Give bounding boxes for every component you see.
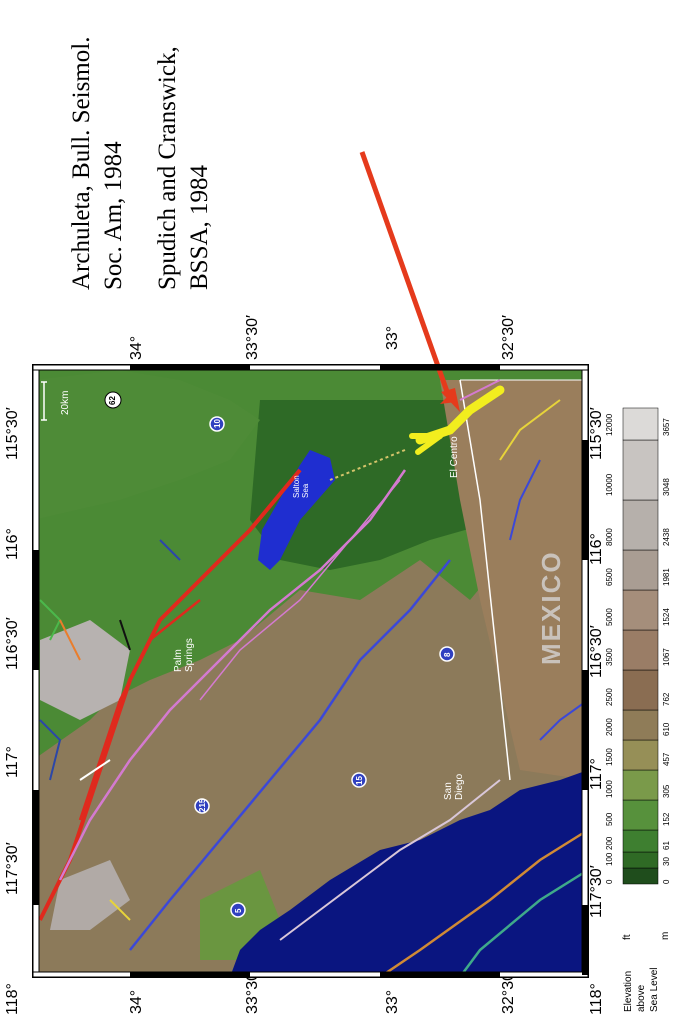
- highway-10-label: 10: [213, 419, 222, 428]
- country-label-mexico: MEXICO: [536, 550, 566, 665]
- highway-62-label: 62: [108, 396, 117, 405]
- place-palm-springs: Palm Springs: [173, 638, 195, 672]
- legend-unit-m: m: [660, 931, 671, 940]
- place-salton-sea: Salton Sea: [292, 475, 310, 498]
- scale-label: 20km: [60, 390, 71, 415]
- highway-8-label: 8: [443, 652, 452, 657]
- place-san-diego: San Diego: [443, 773, 465, 800]
- place-el-centro: El Centro: [449, 436, 460, 478]
- legend-title: Elevation above Sea Level: [623, 967, 660, 1012]
- highway-215-label: 215: [198, 798, 207, 812]
- highway-5-label: 5: [234, 908, 243, 913]
- legend-unit-ft: ft: [622, 934, 633, 940]
- elevation-colorbar: [622, 407, 659, 885]
- highway-15-label: 15: [355, 776, 364, 785]
